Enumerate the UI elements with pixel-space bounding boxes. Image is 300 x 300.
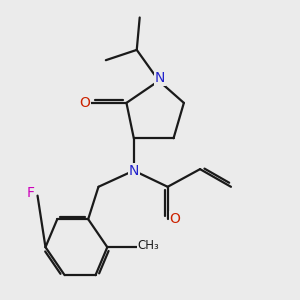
Text: N: N: [155, 71, 166, 85]
Text: O: O: [169, 212, 181, 226]
Text: CH₃: CH₃: [138, 239, 159, 252]
Text: F: F: [27, 186, 35, 200]
Text: N: N: [129, 164, 139, 178]
Text: O: O: [79, 96, 90, 110]
